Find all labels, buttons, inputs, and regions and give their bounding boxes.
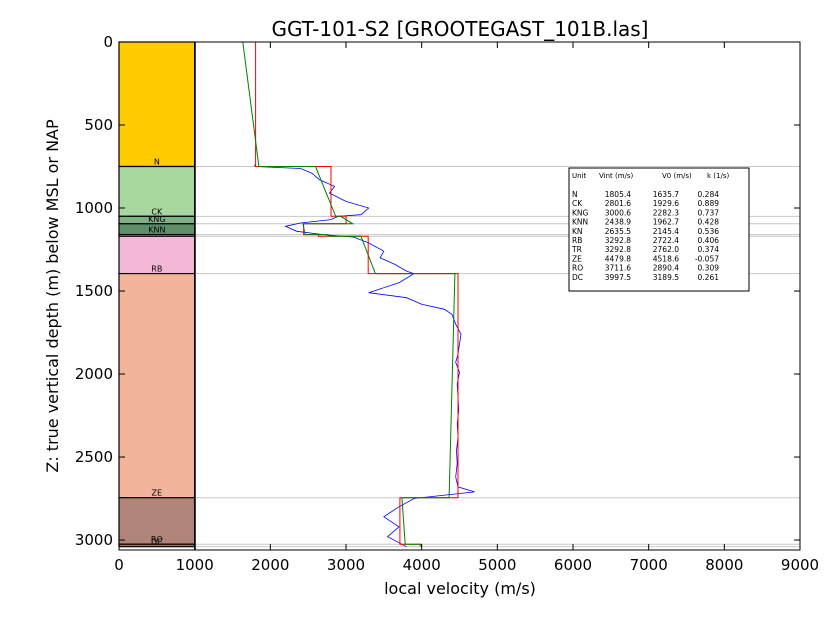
x-tick-label: 1000 <box>176 556 214 574</box>
y-axis-label: Z: true vertical depth (m) below MSL or … <box>43 119 62 473</box>
table-cell: TR <box>571 245 582 254</box>
x-tick-label: 5000 <box>478 556 516 574</box>
x-tick-label: 8000 <box>705 556 743 574</box>
y-tick-label: 2500 <box>75 448 113 466</box>
strat-label-knn: KNN <box>148 226 165 235</box>
table-cell: 2722.4 <box>653 236 679 245</box>
table-cell: 3292.8 <box>605 236 631 245</box>
table-cell: 0.261 <box>698 273 720 282</box>
table-cell: 3997.5 <box>605 273 631 282</box>
strat-label-kng: KNG <box>148 215 165 224</box>
table-cell: 0.309 <box>698 264 720 273</box>
x-tick-label: 4000 <box>403 556 441 574</box>
y-tick-label: 0 <box>103 33 113 51</box>
table-cell: 2890.4 <box>653 264 679 273</box>
strat-label-dc: DC <box>151 538 163 547</box>
table-cell: 2282.3 <box>653 208 679 217</box>
x-tick-label: 7000 <box>630 556 668 574</box>
series-interval-velocity <box>255 42 459 547</box>
table-cell: 4479.8 <box>605 254 631 263</box>
y-tick-label: 2000 <box>75 365 113 383</box>
x-tick-label: 2000 <box>251 556 289 574</box>
table-cell: 1805.4 <box>605 190 631 199</box>
table-header-cell: Vint (m/s) <box>599 172 634 180</box>
table-cell: DC <box>572 273 583 282</box>
x-tick-label: 6000 <box>554 556 592 574</box>
strat-unit-ck <box>118 165 196 217</box>
table-cell: 3711.6 <box>605 264 631 273</box>
table-cell: 2635.5 <box>605 227 631 236</box>
table-cell: 2801.6 <box>605 199 631 208</box>
table-cell: ZE <box>572 254 582 263</box>
x-tick-label: 9000 <box>781 556 819 574</box>
table-cell: N <box>572 190 578 199</box>
table-cell: 3292.8 <box>605 245 631 254</box>
x-tick-label: 3000 <box>327 556 365 574</box>
table-cell: 4518.6 <box>653 254 679 263</box>
table-cell: 0.536 <box>698 227 720 236</box>
table-cell: CK <box>572 199 583 208</box>
velocity-series <box>242 41 475 548</box>
x-axis-label: local velocity (m/s) <box>384 579 536 598</box>
table-cell: 3000.6 <box>605 208 631 217</box>
y-tick-label: 1500 <box>75 282 113 300</box>
table-header-cell: V0 (m/s) <box>662 172 692 180</box>
table-cell: RO <box>572 264 583 273</box>
table-cell: 3189.5 <box>653 273 679 282</box>
y-tick-label: 3000 <box>75 531 113 549</box>
strat-label-rb: RB <box>151 265 162 274</box>
series-log <box>254 164 475 548</box>
strat-label-ck: CK <box>151 207 163 216</box>
strat-unit-n <box>118 41 196 168</box>
series-linear-trend <box>242 41 456 547</box>
table-cell: 0.284 <box>698 190 720 199</box>
table-cell: KNG <box>572 208 589 217</box>
velocity-table: Unit Vint (m/s) V0 (m/s) k (1/s) N 1805.4 1635… <box>568 167 750 292</box>
table-box <box>568 167 750 292</box>
strat-label-n: N <box>154 158 160 167</box>
table-cell: 1962.7 <box>653 218 679 227</box>
axes: 0 1000 2000 3000 4000 5000 6000 7000 8000 9000 0 50… <box>75 33 819 574</box>
table-cell: 0.889 <box>698 199 720 208</box>
strat-label-ze: ZE <box>152 489 163 498</box>
x-tick-label: 0 <box>114 556 124 574</box>
table-cell: 1929.6 <box>653 199 679 208</box>
table-cell: RB <box>572 236 582 245</box>
y-tick-label: 1000 <box>75 199 113 217</box>
table-cell: KNN <box>572 218 588 227</box>
chart-title: GGT-101-S2 [GROOTEGAST_101B.las] <box>272 17 649 41</box>
table-cell: 0.374 <box>698 245 720 254</box>
table-cell: 2762.0 <box>653 245 679 254</box>
table-cell: -0.057 <box>695 254 719 263</box>
table-cell: 2438.9 <box>605 218 631 227</box>
table-cell: 0.428 <box>698 218 720 227</box>
table-cell: KN <box>572 227 583 236</box>
strat-unit-ze <box>118 272 196 499</box>
table-cell: 0.406 <box>698 236 720 245</box>
table-cell: 1635.7 <box>653 190 679 199</box>
strat-label-ro: RO <box>151 535 163 544</box>
table-cell: 0.737 <box>698 208 720 217</box>
table-cell: 2145.4 <box>653 227 679 236</box>
y-tick-label: 500 <box>84 116 113 134</box>
plot-frame <box>118 41 801 551</box>
table-header-cell: k (1/s) <box>707 172 729 180</box>
table-header-cell: Unit <box>572 172 587 180</box>
